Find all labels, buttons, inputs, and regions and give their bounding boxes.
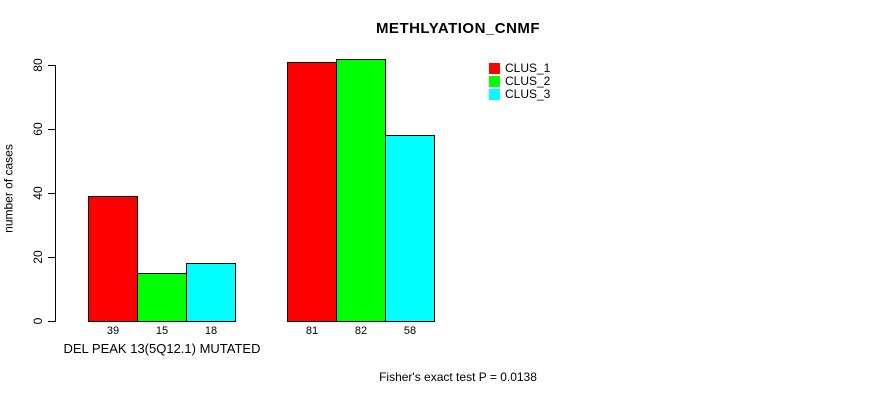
bar bbox=[385, 135, 435, 322]
bar-value-label: 15 bbox=[155, 325, 169, 337]
legend-item: CLUS_1 bbox=[489, 62, 550, 75]
y-axis-tick-label: 80 bbox=[31, 58, 45, 72]
bar-value-label: 81 bbox=[305, 325, 319, 337]
y-axis-tick bbox=[48, 321, 55, 322]
y-axis-tick bbox=[48, 257, 55, 258]
chart-title: METHLYATION_CNMF bbox=[375, 20, 541, 37]
y-axis-tick-label: 60 bbox=[31, 122, 45, 136]
bar bbox=[88, 196, 138, 322]
legend-item: CLUS_2 bbox=[489, 75, 550, 88]
y-axis-line bbox=[55, 65, 56, 322]
bar-value-label: 18 bbox=[204, 325, 218, 337]
legend-item: CLUS_3 bbox=[489, 88, 550, 101]
legend-swatch-icon bbox=[489, 89, 500, 100]
y-axis-tick bbox=[48, 193, 55, 194]
bar-value-label: 82 bbox=[354, 325, 368, 337]
bar bbox=[336, 59, 386, 322]
legend-label: CLUS_2 bbox=[505, 74, 551, 88]
bar bbox=[186, 263, 236, 322]
legend: CLUS_1 CLUS_2 CLUS_3 bbox=[489, 62, 550, 101]
y-axis-tick bbox=[48, 129, 55, 130]
legend-label: CLUS_3 bbox=[505, 87, 551, 101]
legend-swatch-icon bbox=[489, 63, 500, 74]
y-axis-tick-label: 20 bbox=[31, 250, 45, 264]
y-axis-tick-label: 40 bbox=[31, 186, 45, 200]
y-axis-tick bbox=[48, 65, 55, 66]
y-axis-label: number of cases bbox=[1, 144, 16, 233]
bar-value-label: 58 bbox=[403, 325, 417, 337]
bar bbox=[287, 62, 337, 322]
bar-value-label: 39 bbox=[106, 325, 120, 337]
bar bbox=[137, 273, 187, 322]
x-group-label: DEL PEAK 13(5Q12.1) MUTATED bbox=[63, 341, 261, 356]
fisher-test-annotation: Fisher's exact test P = 0.0138 bbox=[379, 370, 537, 384]
legend-label: CLUS_1 bbox=[505, 61, 551, 75]
y-axis-tick-label: 0 bbox=[31, 317, 45, 325]
legend-swatch-icon bbox=[489, 76, 500, 87]
